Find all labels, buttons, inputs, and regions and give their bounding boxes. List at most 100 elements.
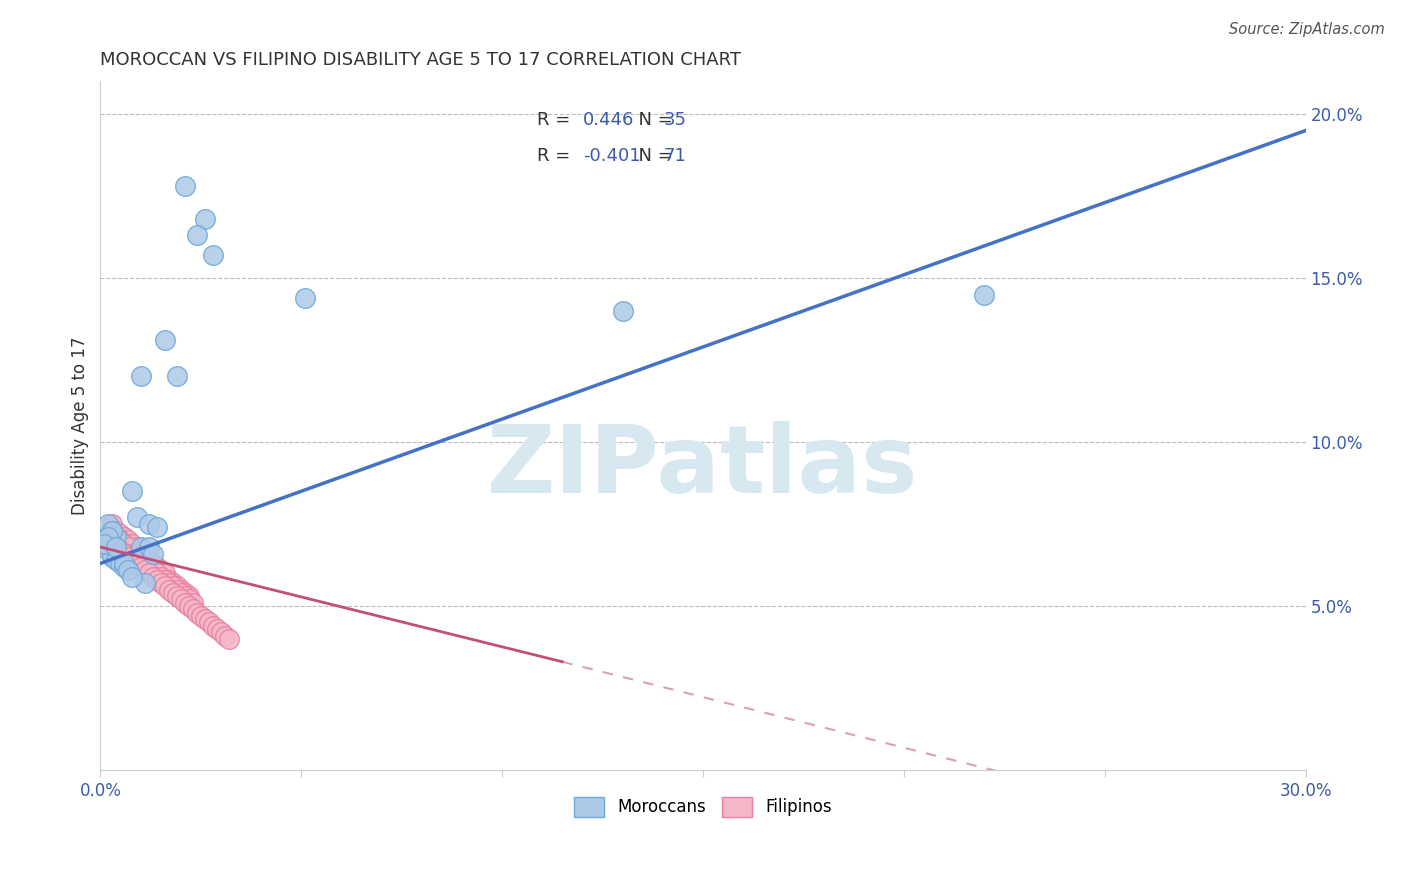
Point	[201, 618, 224, 632]
Point	[129, 543, 152, 558]
Point	[142, 563, 165, 577]
Point	[121, 537, 143, 551]
Point	[117, 563, 139, 577]
Point	[117, 540, 139, 554]
Point	[121, 553, 143, 567]
Point	[138, 553, 160, 567]
Point	[162, 586, 184, 600]
Point	[110, 533, 132, 548]
Point	[166, 369, 188, 384]
Point	[93, 537, 115, 551]
Point	[170, 586, 193, 600]
Point	[177, 592, 200, 607]
Point	[138, 517, 160, 532]
Point	[170, 582, 193, 597]
Point	[153, 334, 176, 348]
Point	[105, 524, 128, 538]
Point	[198, 615, 221, 630]
Point	[129, 553, 152, 567]
Text: R =: R =	[537, 111, 576, 129]
Point	[121, 484, 143, 499]
Point	[101, 517, 124, 532]
Point	[97, 517, 120, 532]
Point	[134, 557, 156, 571]
Point	[134, 563, 156, 577]
Point	[181, 602, 204, 616]
Y-axis label: Disability Age 5 to 17: Disability Age 5 to 17	[72, 336, 89, 515]
Point	[114, 530, 136, 544]
Point	[205, 622, 228, 636]
Point	[162, 576, 184, 591]
Point	[973, 287, 995, 301]
Point	[142, 569, 165, 583]
Text: -0.401: -0.401	[583, 146, 641, 164]
Text: 35: 35	[664, 111, 686, 129]
Point	[125, 549, 148, 564]
Point	[105, 553, 128, 567]
Point	[194, 212, 217, 227]
Text: ZIPatlas: ZIPatlas	[488, 421, 918, 513]
Text: R =: R =	[537, 146, 576, 164]
Point	[173, 596, 195, 610]
Point	[173, 179, 195, 194]
Point	[138, 540, 160, 554]
Point	[97, 543, 120, 558]
Point	[173, 589, 195, 603]
Point	[186, 606, 208, 620]
Point	[129, 369, 152, 384]
Point	[157, 582, 180, 597]
Point	[142, 557, 165, 571]
Point	[138, 566, 160, 581]
Point	[186, 228, 208, 243]
Point	[114, 559, 136, 574]
Point	[105, 530, 128, 544]
Point	[101, 524, 124, 538]
Point	[177, 599, 200, 613]
Point	[177, 589, 200, 603]
Point	[190, 608, 212, 623]
Text: 0.446: 0.446	[583, 111, 634, 129]
Point	[110, 543, 132, 558]
Text: MOROCCAN VS FILIPINO DISABILITY AGE 5 TO 17 CORRELATION CHART: MOROCCAN VS FILIPINO DISABILITY AGE 5 TO…	[100, 51, 741, 69]
Point	[101, 527, 124, 541]
Point	[138, 559, 160, 574]
Point	[153, 566, 176, 581]
Point	[153, 573, 176, 587]
Point	[194, 612, 217, 626]
Point	[105, 540, 128, 554]
Point	[125, 540, 148, 554]
Point	[214, 628, 236, 642]
Point	[110, 557, 132, 571]
Point	[145, 566, 167, 581]
Point	[170, 592, 193, 607]
Point	[114, 557, 136, 571]
Point	[145, 573, 167, 587]
Text: Source: ZipAtlas.com: Source: ZipAtlas.com	[1229, 22, 1385, 37]
Point	[218, 632, 240, 646]
Point	[134, 576, 156, 591]
Point	[105, 540, 128, 554]
Point	[162, 579, 184, 593]
Point	[101, 524, 124, 538]
Point	[153, 579, 176, 593]
Point	[157, 573, 180, 587]
Point	[149, 569, 172, 583]
Point	[105, 530, 128, 544]
Point	[201, 248, 224, 262]
Point	[612, 304, 634, 318]
Point	[117, 533, 139, 548]
Point	[101, 537, 124, 551]
Point	[101, 537, 124, 551]
Point	[129, 540, 152, 554]
Text: N =: N =	[627, 146, 679, 164]
Point	[166, 579, 188, 593]
Point	[209, 625, 232, 640]
Point	[114, 547, 136, 561]
Point	[97, 530, 120, 544]
Point	[145, 559, 167, 574]
Point	[134, 549, 156, 564]
Point	[117, 549, 139, 564]
Point	[142, 547, 165, 561]
Point	[117, 563, 139, 577]
Point	[166, 589, 188, 603]
